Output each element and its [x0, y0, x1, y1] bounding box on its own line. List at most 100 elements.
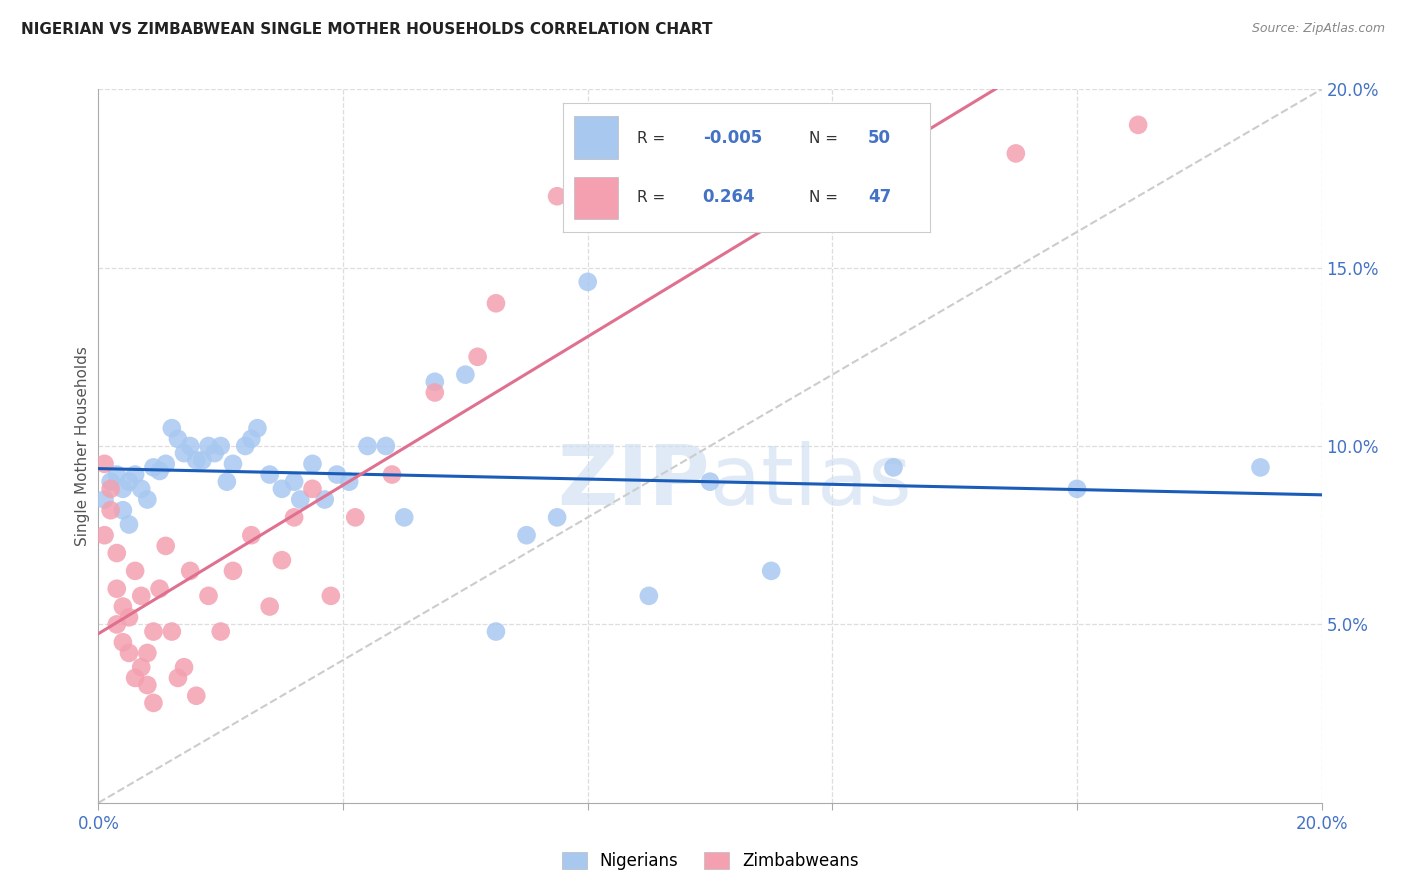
Point — [314, 492, 336, 507]
Point — [392, 510, 416, 524]
Point — [883, 460, 905, 475]
Point — [111, 635, 134, 649]
Point — [100, 475, 122, 489]
Point — [111, 482, 134, 496]
Text: atlas: atlas — [710, 442, 911, 522]
Point — [467, 350, 489, 364]
Point — [142, 624, 165, 639]
Point — [129, 589, 152, 603]
Point — [381, 467, 404, 482]
Point — [149, 582, 172, 596]
Point — [423, 385, 446, 400]
Point — [270, 482, 292, 496]
Point — [290, 492, 312, 507]
Point — [1128, 118, 1150, 132]
Point — [699, 143, 721, 157]
Point — [423, 375, 446, 389]
Point — [100, 503, 122, 517]
Point — [1249, 460, 1271, 475]
Point — [142, 696, 165, 710]
Point — [197, 589, 219, 603]
Point — [197, 439, 219, 453]
Point — [124, 671, 146, 685]
Text: ZIP: ZIP — [558, 442, 710, 522]
Point — [93, 528, 115, 542]
Point — [222, 564, 245, 578]
Y-axis label: Single Mother Households: Single Mother Households — [75, 346, 90, 546]
Point — [142, 460, 165, 475]
Point — [179, 439, 201, 453]
Point — [100, 482, 122, 496]
Point — [209, 624, 232, 639]
Point — [136, 678, 159, 692]
Point — [699, 475, 721, 489]
Point — [576, 275, 599, 289]
Point — [167, 432, 190, 446]
Point — [129, 482, 152, 496]
Point — [283, 475, 305, 489]
Point — [179, 564, 201, 578]
Point — [149, 464, 172, 478]
Point — [111, 599, 134, 614]
Point — [337, 475, 360, 489]
Point — [1004, 146, 1026, 161]
Text: Source: ZipAtlas.com: Source: ZipAtlas.com — [1251, 22, 1385, 36]
Point — [485, 296, 508, 310]
Point — [607, 153, 630, 168]
Point — [118, 517, 141, 532]
Point — [155, 539, 177, 553]
Point — [118, 610, 141, 624]
Point — [516, 528, 538, 542]
Point — [759, 564, 782, 578]
Point — [546, 510, 568, 524]
Point — [270, 553, 292, 567]
Point — [209, 439, 232, 453]
Point — [129, 660, 152, 674]
Point — [167, 671, 190, 685]
Point — [883, 171, 905, 186]
Point — [1066, 482, 1088, 496]
Point — [485, 624, 508, 639]
Point — [215, 475, 238, 489]
Legend: Nigerians, Zimbabweans: Nigerians, Zimbabweans — [555, 845, 865, 877]
Point — [111, 503, 134, 517]
Point — [233, 439, 256, 453]
Point — [759, 161, 782, 175]
Point — [301, 457, 323, 471]
Point — [124, 564, 146, 578]
Point — [204, 446, 226, 460]
Point — [374, 439, 396, 453]
Point — [637, 589, 661, 603]
Point — [344, 510, 367, 524]
Point — [118, 475, 141, 489]
Point — [105, 617, 128, 632]
Point — [283, 510, 305, 524]
Point — [191, 453, 214, 467]
Point — [186, 453, 208, 467]
Point — [118, 646, 141, 660]
Point — [222, 457, 245, 471]
Point — [546, 189, 568, 203]
Point — [93, 457, 115, 471]
Point — [240, 432, 263, 446]
Point — [319, 589, 342, 603]
Point — [160, 624, 183, 639]
Point — [259, 467, 281, 482]
Point — [301, 482, 323, 496]
Point — [454, 368, 477, 382]
Point — [105, 582, 128, 596]
Point — [259, 599, 281, 614]
Point — [356, 439, 378, 453]
Point — [246, 421, 269, 435]
Point — [240, 528, 263, 542]
Point — [105, 467, 128, 482]
Point — [105, 546, 128, 560]
Point — [93, 492, 115, 507]
Point — [186, 689, 208, 703]
Point — [160, 421, 183, 435]
Point — [136, 646, 159, 660]
Point — [173, 660, 195, 674]
Point — [155, 457, 177, 471]
Point — [173, 446, 195, 460]
Text: NIGERIAN VS ZIMBABWEAN SINGLE MOTHER HOUSEHOLDS CORRELATION CHART: NIGERIAN VS ZIMBABWEAN SINGLE MOTHER HOU… — [21, 22, 713, 37]
